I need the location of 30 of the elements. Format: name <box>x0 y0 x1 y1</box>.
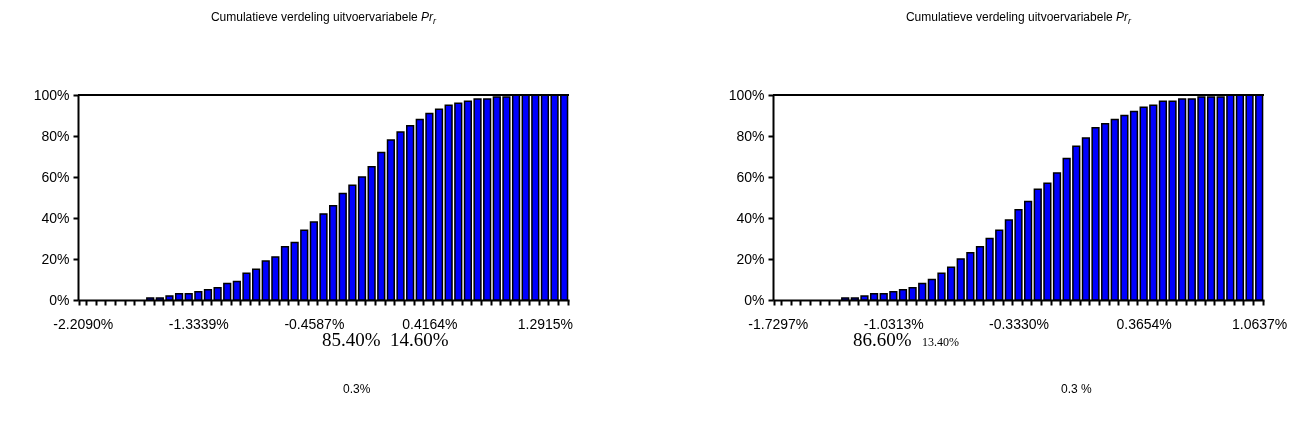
x-tick-label: -2.2090% <box>53 315 114 332</box>
y-tick-label: 40% <box>736 209 765 226</box>
x-tick-label: 1.0637% <box>1232 315 1288 332</box>
text: 13.40% <box>922 335 959 350</box>
x-tick-label: -1.3339% <box>168 315 229 332</box>
y-tick-label: 100% <box>728 86 765 103</box>
text: 14.60% <box>390 329 449 351</box>
y-tick-label: 60% <box>736 168 765 185</box>
text: 86.60% <box>853 329 912 351</box>
y-tick-label: 80% <box>41 127 70 144</box>
x-tick-label: 0.3654% <box>1116 315 1172 332</box>
y-tick-label: 0% <box>744 291 765 308</box>
text: 0.3 % <box>1061 382 1092 396</box>
x-tick-label: 1.2915% <box>517 315 574 332</box>
y-tick-label: 80% <box>736 127 765 144</box>
x-tick-label: -1.0313% <box>863 315 924 332</box>
chart-title: Cumulatieve verdeling uitvoervariabele Pr$_{r}$ <box>905 10 1132 27</box>
text: 0.3% <box>343 382 371 396</box>
x-tick-label: 0.4164% <box>402 315 458 332</box>
text: 85.40% <box>322 329 381 351</box>
y-tick-label: 60% <box>41 168 70 185</box>
chart-title: Cumulatieve verdeling uitvoervariabele Pr$_{r}$ <box>210 10 437 27</box>
y-tick-label: 20% <box>41 250 70 267</box>
x-tick-label: -1.7297% <box>748 315 809 332</box>
x-tick-label: -0.4587% <box>284 315 345 332</box>
y-tick-label: 20% <box>736 250 765 267</box>
y-tick-label: 100% <box>33 86 70 103</box>
y-tick-label: 0% <box>49 291 70 308</box>
x-tick-label: -0.3330% <box>989 315 1049 332</box>
y-tick-label: 40% <box>41 209 70 226</box>
